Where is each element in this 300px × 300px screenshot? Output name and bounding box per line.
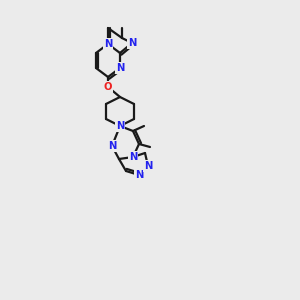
Text: O: O — [104, 82, 112, 92]
Text: N: N — [104, 39, 112, 49]
Text: N: N — [116, 63, 124, 73]
Text: N: N — [135, 170, 143, 180]
Text: N: N — [128, 38, 136, 48]
Text: N: N — [108, 141, 116, 151]
Text: N: N — [129, 152, 137, 162]
Text: N: N — [116, 121, 124, 131]
Text: N: N — [144, 161, 152, 171]
